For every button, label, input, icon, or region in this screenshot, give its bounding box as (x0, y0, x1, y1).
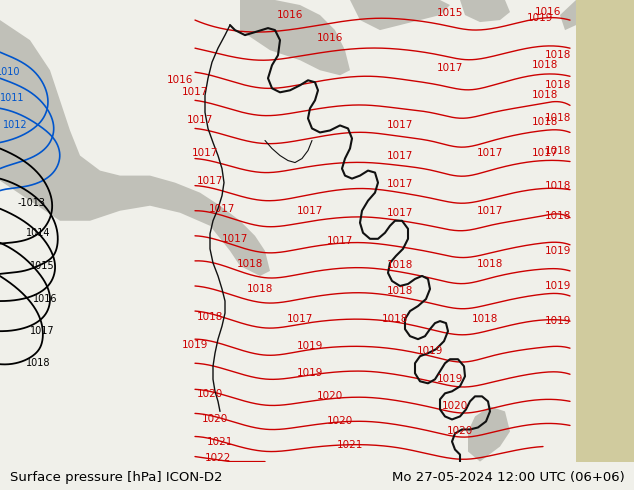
Text: 1017: 1017 (387, 150, 413, 161)
Text: 1015: 1015 (30, 261, 55, 271)
Text: 1018: 1018 (532, 118, 558, 127)
Text: 1016: 1016 (317, 33, 343, 43)
Text: 1018: 1018 (26, 358, 50, 368)
Text: 1017: 1017 (182, 87, 208, 98)
Text: 1017: 1017 (327, 236, 353, 246)
Text: 1017: 1017 (387, 179, 413, 189)
Polygon shape (468, 406, 510, 462)
Text: 1017: 1017 (387, 208, 413, 218)
Text: 1022: 1022 (205, 453, 231, 463)
Polygon shape (350, 0, 450, 30)
Text: 1020: 1020 (202, 415, 228, 424)
Text: 1021: 1021 (207, 437, 233, 446)
Text: 1019: 1019 (545, 281, 571, 291)
Text: 1012: 1012 (3, 121, 27, 130)
Text: 1018: 1018 (545, 80, 571, 90)
Polygon shape (240, 0, 350, 75)
Text: 1018: 1018 (545, 113, 571, 123)
Text: 1017: 1017 (197, 175, 223, 186)
Text: 1017: 1017 (477, 206, 503, 216)
Text: Mo 27-05-2024 12:00 UTC (06+06): Mo 27-05-2024 12:00 UTC (06+06) (392, 471, 624, 484)
Text: 1017: 1017 (297, 206, 323, 216)
Text: 1017: 1017 (30, 326, 55, 336)
Text: 1018: 1018 (237, 259, 263, 269)
Text: 1017: 1017 (192, 147, 218, 157)
Text: 1019: 1019 (545, 316, 571, 326)
Text: 1021: 1021 (337, 440, 363, 449)
Text: 1017: 1017 (222, 234, 248, 244)
Text: 1018: 1018 (532, 60, 558, 70)
Text: 1016: 1016 (277, 10, 303, 20)
Text: 1014: 1014 (26, 228, 50, 238)
Text: 1017: 1017 (387, 121, 413, 130)
Text: 1018: 1018 (545, 50, 571, 60)
Text: 1018: 1018 (545, 211, 571, 220)
Text: 1019: 1019 (437, 374, 463, 384)
Text: 1016: 1016 (535, 7, 561, 17)
Text: 1018: 1018 (197, 312, 223, 322)
Text: 1019: 1019 (297, 341, 323, 351)
Text: 1017: 1017 (187, 116, 213, 125)
Text: 1019: 1019 (527, 13, 553, 23)
Text: 1018: 1018 (387, 260, 413, 270)
Text: 1020: 1020 (327, 416, 353, 426)
Text: 1019: 1019 (182, 340, 208, 350)
Text: 1017: 1017 (287, 314, 313, 324)
Polygon shape (0, 0, 270, 276)
Text: 1015: 1015 (437, 8, 463, 18)
Text: 1019: 1019 (297, 368, 323, 378)
Text: 1017: 1017 (532, 147, 558, 157)
Text: 1018: 1018 (532, 90, 558, 100)
Text: 1020: 1020 (442, 401, 468, 412)
Text: 1018: 1018 (472, 314, 498, 324)
Text: 1016: 1016 (33, 294, 57, 304)
Text: 1020: 1020 (447, 426, 473, 437)
Text: 1018: 1018 (382, 314, 408, 324)
Text: 1020: 1020 (197, 390, 223, 399)
Text: 1011: 1011 (0, 93, 24, 103)
Text: 1018: 1018 (477, 259, 503, 269)
Text: 1010: 1010 (0, 67, 20, 77)
Bar (576, 0, 634, 462)
Text: 1017: 1017 (209, 204, 235, 214)
Text: 1018: 1018 (247, 284, 273, 294)
Text: -1013: -1013 (18, 197, 46, 208)
Text: 1018: 1018 (545, 181, 571, 191)
Text: 1016: 1016 (167, 75, 193, 85)
Text: 1020: 1020 (317, 392, 343, 401)
Text: 1019: 1019 (417, 346, 443, 356)
Text: 1018: 1018 (387, 286, 413, 296)
Text: 1019: 1019 (545, 246, 571, 256)
Text: 1017: 1017 (437, 63, 463, 73)
Text: Surface pressure [hPa] ICON-D2: Surface pressure [hPa] ICON-D2 (10, 471, 222, 484)
Text: 1017: 1017 (477, 147, 503, 157)
Polygon shape (560, 0, 576, 30)
Polygon shape (460, 0, 510, 22)
Text: 1018: 1018 (545, 146, 571, 155)
